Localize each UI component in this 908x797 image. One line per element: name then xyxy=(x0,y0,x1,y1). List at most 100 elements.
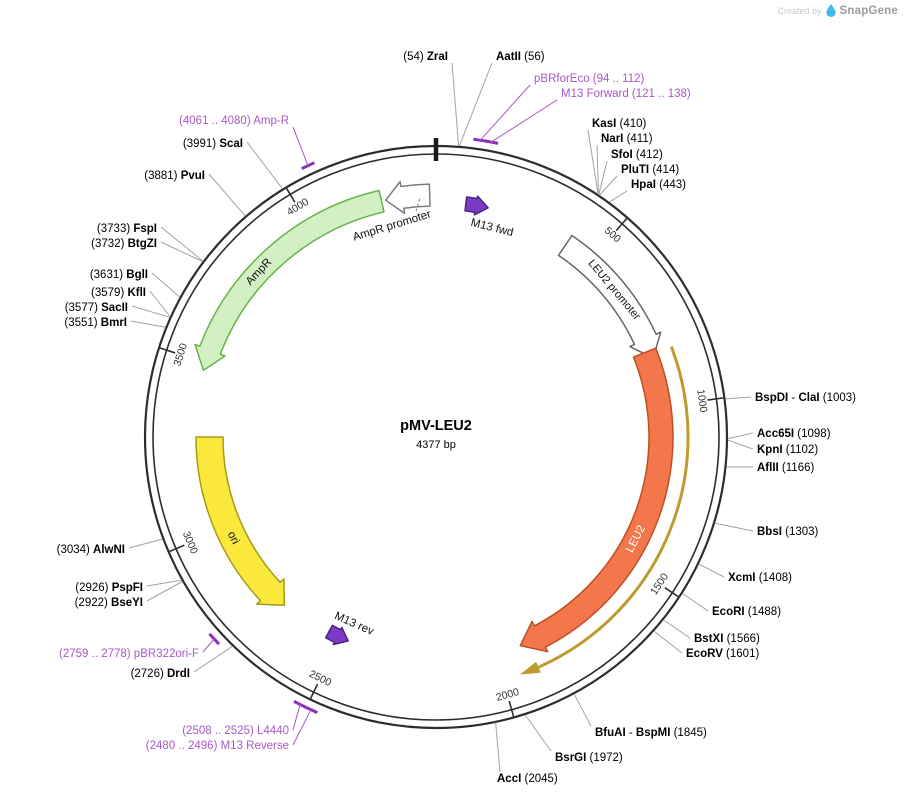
leader-l4440 xyxy=(292,704,301,731)
scale-label-3000: 3000 xyxy=(180,530,200,556)
site-label-pspfi[interactable]: (2926) PspFI xyxy=(75,582,143,594)
leader-sfoi xyxy=(598,160,608,195)
scale-tick-1500 xyxy=(664,587,679,598)
leader-pbrforeco xyxy=(479,84,531,141)
site-label-sacii[interactable]: (3577) SacII xyxy=(65,302,128,314)
leader-acci xyxy=(495,722,501,773)
feature-leu2-promoter[interactable] xyxy=(557,234,662,359)
leader-m13-reverse xyxy=(292,709,312,746)
site-labels-group: (54) ZraI AatII (56) pBRforEco (94 .. 112)… xyxy=(57,51,857,785)
leader-hpai xyxy=(609,190,628,203)
scale-label-1000: 1000 xyxy=(694,388,709,413)
site-label-l4440[interactable]: (2508 .. 2525) L4440 xyxy=(182,725,289,737)
leader-nari xyxy=(596,144,599,195)
site-label-kpni[interactable]: KpnI (1102) xyxy=(757,444,818,456)
site-label-acci[interactable]: AccI (2045) xyxy=(497,773,558,785)
leader-bstxi xyxy=(663,619,691,639)
site-label-bgli[interactable]: (3631) BglI xyxy=(90,269,148,281)
feature-m13-rev[interactable] xyxy=(324,624,349,646)
scale-label-2000: 2000 xyxy=(495,686,521,704)
feature-leu2-gene-arc[interactable] xyxy=(537,346,690,669)
feature-label-ori[interactable]: ori xyxy=(225,530,241,547)
site-label-drdi[interactable]: (2726) DrdI xyxy=(131,668,190,680)
feature-ampr-promoter-label-connector xyxy=(415,197,421,212)
feature-label-m13-fwd[interactable]: M13 fwd xyxy=(469,217,514,239)
leader-pvui xyxy=(208,173,246,217)
site-label-btgzi[interactable]: (3732) BtgZI xyxy=(91,238,157,250)
site-label-zrai[interactable]: (54) ZraI xyxy=(403,51,448,63)
snapgene-watermark: Created by SnapGene xyxy=(777,4,898,17)
leader-scai xyxy=(246,141,283,190)
site-label-bseyi[interactable]: (2922) BseYI xyxy=(75,597,143,609)
site-label-nari[interactable]: NarI (411) xyxy=(601,133,653,145)
leader-kfli xyxy=(149,290,171,317)
site-label-bbsi[interactable]: BbsI (1303) xyxy=(757,526,819,538)
site-label-ecori[interactable]: EcoRI (1488) xyxy=(712,606,781,618)
site-label-alwni[interactable]: (3034) AlwNI xyxy=(57,544,125,556)
leader-fspi xyxy=(160,226,204,262)
watermark-created-by: Created by xyxy=(777,5,822,16)
site-label-hpai[interactable]: HpaI (443) xyxy=(631,179,686,191)
scale-tick-3000 xyxy=(169,544,185,553)
snapgene-drop-icon xyxy=(825,4,836,17)
feature-leu2-gene-arc-arrowhead xyxy=(520,661,541,675)
site-label-scai[interactable]: (3991) ScaI xyxy=(183,138,243,150)
site-label-xcmi[interactable]: XcmI (1408) xyxy=(728,572,792,584)
site-label-aflii[interactable]: AflII (1166) xyxy=(757,462,814,474)
site-label-bspdi-clai[interactable]: BspDI - ClaI (1003) xyxy=(755,392,856,404)
site-label-bsrgi[interactable]: BsrGI (1972) xyxy=(555,752,623,764)
leader-aatii xyxy=(458,62,493,147)
leader-lines-group xyxy=(128,62,754,773)
site-label-m13-forward[interactable]: M13 Forward (121 .. 138) xyxy=(561,88,691,100)
feature-leu2[interactable] xyxy=(519,347,674,653)
scale-tick-2000 xyxy=(508,700,515,717)
feature-ori[interactable] xyxy=(195,436,286,607)
scale-tick-3500 xyxy=(159,347,176,354)
leader-bseyi xyxy=(146,581,183,602)
leader-bsrgi xyxy=(524,714,552,752)
feature-label-leu2-promoter[interactable]: LEU2 promoter xyxy=(586,258,643,323)
leader-bspdi-clai xyxy=(725,396,752,400)
site-label-kfli[interactable]: (3579) KflI xyxy=(91,287,146,299)
site-label-pluti[interactable]: PluTI (414) xyxy=(621,164,679,176)
site-label-pbr322ori-f[interactable]: (2759 .. 2778) pBR322ori-F xyxy=(59,648,199,660)
leader-bfuai-bspmi xyxy=(573,693,592,727)
site-label-ecorv[interactable]: EcoRV (1601) xyxy=(686,648,759,660)
scale-label-3500: 3500 xyxy=(171,342,190,368)
primer-mark-l4440[interactable] xyxy=(293,699,307,709)
feature-m13-fwd[interactable] xyxy=(464,195,489,216)
site-label-bfuai-bspmi[interactable]: BfuAI - BspMI (1845) xyxy=(595,727,707,739)
site-label-acc65i[interactable]: Acc65I (1098) xyxy=(757,428,831,440)
backbone-inner-ring xyxy=(152,153,720,721)
leader-pbr322ori-f xyxy=(202,638,215,653)
leader-ecori xyxy=(682,592,709,612)
site-label-sfoi[interactable]: SfoI (412) xyxy=(611,149,663,161)
scale-tick-2500 xyxy=(309,683,319,699)
feature-ampr[interactable] xyxy=(194,189,385,372)
leader-btgzi xyxy=(160,241,203,262)
site-label-kasi[interactable]: KasI (410) xyxy=(592,118,647,130)
site-label-pvui[interactable]: (3881) PvuI xyxy=(144,170,205,182)
watermark-brand: SnapGene xyxy=(839,4,898,17)
plasmid-size: 4377 bp xyxy=(416,439,456,451)
leader-bmri xyxy=(130,320,166,328)
site-label-fspi[interactable]: (3733) FspI xyxy=(97,223,157,235)
leader-ecorv xyxy=(653,630,683,654)
plasmid-title: pMV-LEU2 xyxy=(400,418,472,434)
scale-label-500: 500 xyxy=(602,225,623,246)
feature-ampr-promoter[interactable] xyxy=(384,180,431,214)
scale-label-4000: 4000 xyxy=(285,196,311,218)
site-label-aatii[interactable]: AatII (56) xyxy=(496,51,545,63)
leader-m13-forward xyxy=(490,99,558,143)
site-label-amp-r[interactable]: (4061 .. 4080) Amp-R xyxy=(179,115,289,127)
site-label-bstxi[interactable]: BstXI (1566) xyxy=(694,633,760,645)
leader-bgli xyxy=(151,272,181,298)
site-label-m13-reverse[interactable]: (2480 .. 2496) M13 Reverse xyxy=(146,740,289,752)
leader-kasi xyxy=(587,129,599,195)
scale-label-2500: 2500 xyxy=(307,668,333,689)
leader-xcmi xyxy=(698,563,725,578)
site-label-bmri[interactable]: (3551) BmrI xyxy=(64,317,127,329)
site-label-pbrforeco[interactable]: pBRforEco (94 .. 112) xyxy=(534,73,645,85)
leader-acc65i xyxy=(727,432,754,440)
